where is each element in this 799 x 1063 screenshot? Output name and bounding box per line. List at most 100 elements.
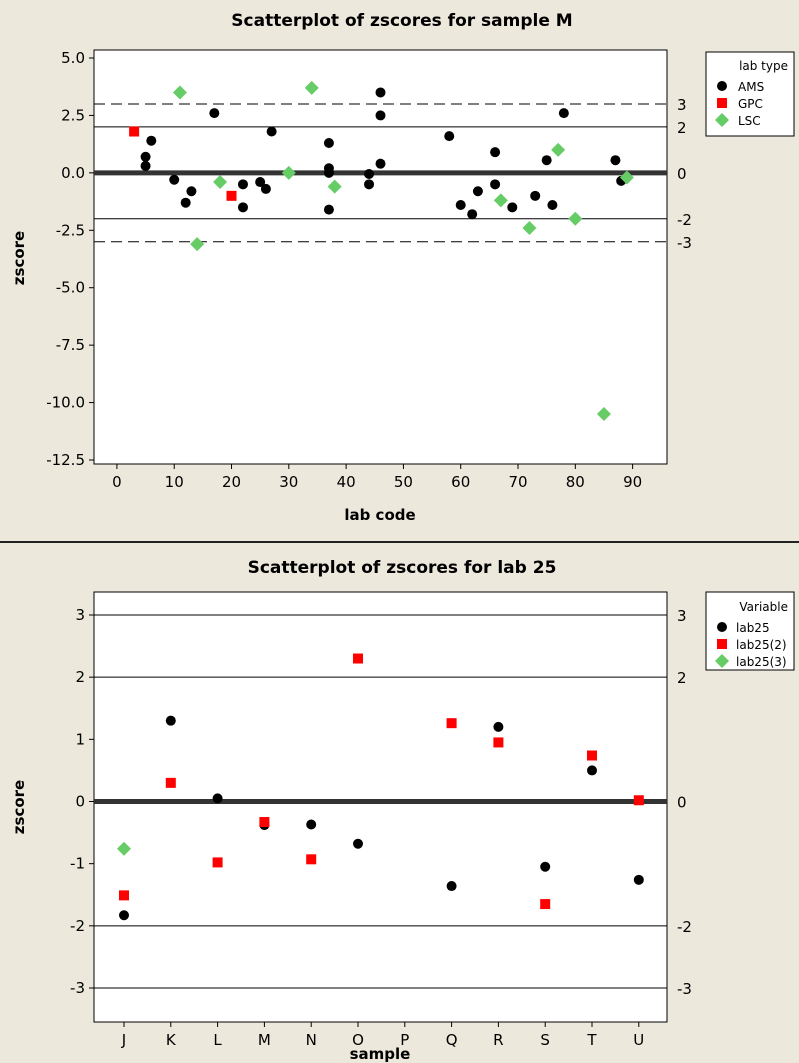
data-point-ams [323,204,334,215]
data-point-lab25(3) [117,841,131,856]
data-point-lsc [281,165,296,180]
data-point-lsc [551,142,566,157]
x-tick-label: 50 [394,473,413,491]
data-point-ams [375,158,386,169]
y-tick-label: -5.0 [56,279,85,297]
data-point-ams [541,155,552,166]
data-point-lsc [213,175,228,190]
x-tick-label: 40 [337,473,356,491]
x-tick-label: R [493,1031,503,1049]
data-point-ams [467,209,478,220]
data-point-lab25(2) [633,795,644,806]
reference-line-label: 0 [677,165,687,183]
data-point-lab25 [353,838,363,849]
legend-item-label: lab25(3) [736,655,787,669]
data-point-ams [507,202,518,213]
reference-line-label: 0 [677,794,687,812]
data-point-lab25(2) [119,890,129,901]
data-point-lab25(2) [493,737,504,748]
data-point-lsc [172,85,187,100]
data-point-lab25 [446,881,457,892]
x-tick-label: P [400,1031,409,1049]
data-point-ams [146,135,157,146]
legend: lab type AMS GPC LSC [705,51,795,137]
legend-item-label: AMS [738,80,764,94]
reference-line-label: -2 [677,918,692,936]
data-point-lab25(2) [540,899,551,910]
data-point-ams [375,87,386,98]
data-point-ams [209,108,220,119]
data-point-ams [140,151,151,162]
data-point-lab25 [212,793,223,804]
data-point-lab25 [587,765,597,776]
x-tick-label: 0 [112,473,122,491]
data-point-lab25 [540,861,551,872]
chart-sample-m: Scatterplot of zscores for sample M 320-… [10,11,795,524]
data-point-lab25 [306,819,317,830]
data-point-ams [323,137,334,148]
x-tick-label: 90 [623,473,642,491]
y-tick-label: -2.5 [56,221,85,239]
data-point-ams [472,186,483,197]
legend-marker-lsc [715,113,729,127]
data-point-gpc [226,190,237,201]
data-point-ams [180,197,191,208]
legend-marker-lab25(3) [715,654,729,668]
x-tick-label: K [166,1031,177,1049]
legend-title: Variable [739,600,788,614]
reference-line-label: 2 [677,119,687,137]
x-axis-label: sample [350,1045,411,1063]
legend: Variable lab25 lab25(2) lab25(3) [705,591,795,671]
y-tick-label: -2 [70,917,85,935]
data-point-lab25(2) [212,857,223,868]
data-point-lsc [493,193,508,208]
data-point-ams [364,169,375,180]
reference-line-label: 2 [677,669,687,687]
data-point-ams [255,177,266,188]
data-point-ams [558,108,569,119]
y-axis-label: zscore [10,231,28,285]
y-tick-label: -10.0 [46,394,85,412]
data-point-lab25 [119,910,129,921]
data-point-ams [364,179,375,190]
data-point-ams [140,160,151,171]
legend-marker-lab25(2) [717,639,727,649]
x-tick-label: T [586,1031,597,1049]
reference-line-label: -3 [677,980,692,998]
plot-area [93,591,668,1023]
data-point-lsc [568,211,583,226]
legend-marker-gpc [717,98,727,108]
chart-lab-25: Scatterplot of zscores for lab 25 3 2 0 -2 -… [10,558,795,1063]
y-tick-label: -12.5 [46,451,85,469]
data-point-ams [610,155,621,166]
x-tick-label: 30 [279,473,298,491]
data-point-ams [237,179,248,190]
data-point-lab25(2) [259,817,270,828]
x-tick-label: 20 [222,473,241,491]
legend-item-label: LSC [738,114,761,128]
data-point-ams [490,179,501,190]
x-tick-label: U [633,1031,644,1049]
data-point-gpc [129,126,140,137]
legend-item-label: lab25 [736,621,770,635]
y-tick-label: 0.0 [61,164,85,182]
data-point-ams [237,202,248,213]
x-tick-label: 60 [451,473,470,491]
y-axis-label: zscore [10,780,28,834]
data-point-lsc [190,237,205,252]
x-tick-label: 80 [566,473,585,491]
legend-item-label: lab25(2) [736,638,787,652]
x-tick-label: 10 [165,473,184,491]
data-point-ams [266,126,277,137]
data-point-lsc [619,170,634,185]
data-point-ams [186,186,197,197]
legend-marker-lab25 [717,622,727,632]
x-tick-label: 70 [508,473,527,491]
data-point-ams [530,190,541,201]
chart-title: Scatterplot of zscores for lab 25 [248,558,557,578]
x-tick-label: O [352,1031,364,1049]
data-point-ams [547,200,558,211]
y-tick-label: 5.0 [61,49,85,67]
data-point-lsc [596,407,611,422]
